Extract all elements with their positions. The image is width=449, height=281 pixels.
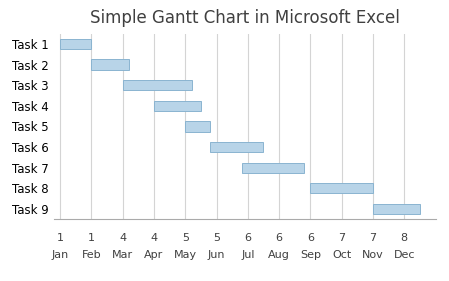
- Bar: [154, 101, 201, 111]
- Text: Nov: Nov: [362, 250, 384, 260]
- Bar: [60, 39, 92, 49]
- Text: Sep: Sep: [300, 250, 321, 260]
- Text: Oct: Oct: [332, 250, 351, 260]
- Bar: [373, 204, 420, 214]
- Text: Apr: Apr: [145, 250, 163, 260]
- Text: 8: 8: [401, 233, 408, 243]
- Text: Mar: Mar: [112, 250, 133, 260]
- Text: 6: 6: [307, 233, 314, 243]
- Text: May: May: [174, 250, 197, 260]
- Bar: [210, 142, 264, 152]
- Text: Feb: Feb: [82, 250, 101, 260]
- Bar: [123, 80, 192, 90]
- Text: Aug: Aug: [268, 250, 290, 260]
- Text: 5: 5: [213, 233, 220, 243]
- Text: 6: 6: [244, 233, 251, 243]
- Bar: [92, 60, 129, 70]
- Text: 1: 1: [88, 233, 95, 243]
- Bar: [310, 183, 373, 193]
- Text: 6: 6: [276, 233, 282, 243]
- Title: Simple Gantt Chart in Microsoft Excel: Simple Gantt Chart in Microsoft Excel: [90, 9, 400, 27]
- Text: Jun: Jun: [208, 250, 225, 260]
- Text: Jan: Jan: [52, 250, 69, 260]
- Text: Jul: Jul: [241, 250, 255, 260]
- Bar: [185, 121, 210, 132]
- Text: 7: 7: [338, 233, 345, 243]
- Text: 7: 7: [370, 233, 377, 243]
- Bar: [242, 162, 304, 173]
- Text: Dec: Dec: [393, 250, 415, 260]
- Text: 1: 1: [57, 233, 64, 243]
- Text: 5: 5: [182, 233, 189, 243]
- Text: 4: 4: [150, 233, 158, 243]
- Text: 4: 4: [119, 233, 126, 243]
